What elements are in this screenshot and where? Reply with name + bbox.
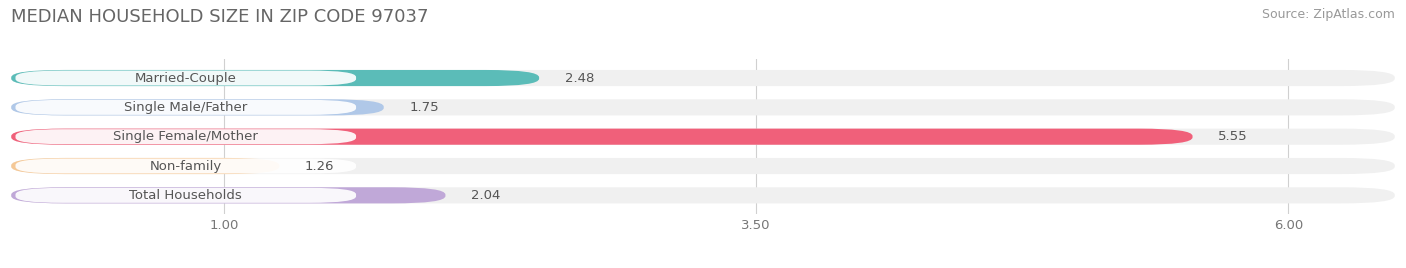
FancyBboxPatch shape bbox=[11, 129, 1395, 145]
FancyBboxPatch shape bbox=[11, 187, 1395, 203]
FancyBboxPatch shape bbox=[11, 99, 1395, 116]
FancyBboxPatch shape bbox=[11, 187, 446, 203]
Text: 1.75: 1.75 bbox=[409, 101, 439, 114]
Text: Source: ZipAtlas.com: Source: ZipAtlas.com bbox=[1261, 8, 1395, 21]
FancyBboxPatch shape bbox=[11, 158, 1395, 174]
Text: 2.04: 2.04 bbox=[471, 189, 501, 202]
Text: 5.55: 5.55 bbox=[1218, 130, 1247, 143]
Text: Married-Couple: Married-Couple bbox=[135, 72, 236, 84]
FancyBboxPatch shape bbox=[11, 129, 1192, 145]
FancyBboxPatch shape bbox=[11, 70, 538, 86]
Text: Single Male/Father: Single Male/Father bbox=[124, 101, 247, 114]
Text: Single Female/Mother: Single Female/Mother bbox=[114, 130, 259, 143]
FancyBboxPatch shape bbox=[15, 188, 356, 203]
FancyBboxPatch shape bbox=[15, 100, 356, 115]
FancyBboxPatch shape bbox=[11, 70, 1395, 86]
Text: Total Households: Total Households bbox=[129, 189, 242, 202]
FancyBboxPatch shape bbox=[15, 70, 356, 85]
FancyBboxPatch shape bbox=[11, 158, 280, 174]
Text: 1.26: 1.26 bbox=[305, 159, 335, 173]
Text: MEDIAN HOUSEHOLD SIZE IN ZIP CODE 97037: MEDIAN HOUSEHOLD SIZE IN ZIP CODE 97037 bbox=[11, 8, 429, 26]
FancyBboxPatch shape bbox=[15, 159, 356, 173]
Text: 2.48: 2.48 bbox=[565, 72, 593, 84]
FancyBboxPatch shape bbox=[15, 129, 356, 144]
Text: Non-family: Non-family bbox=[149, 159, 222, 173]
FancyBboxPatch shape bbox=[11, 99, 384, 116]
